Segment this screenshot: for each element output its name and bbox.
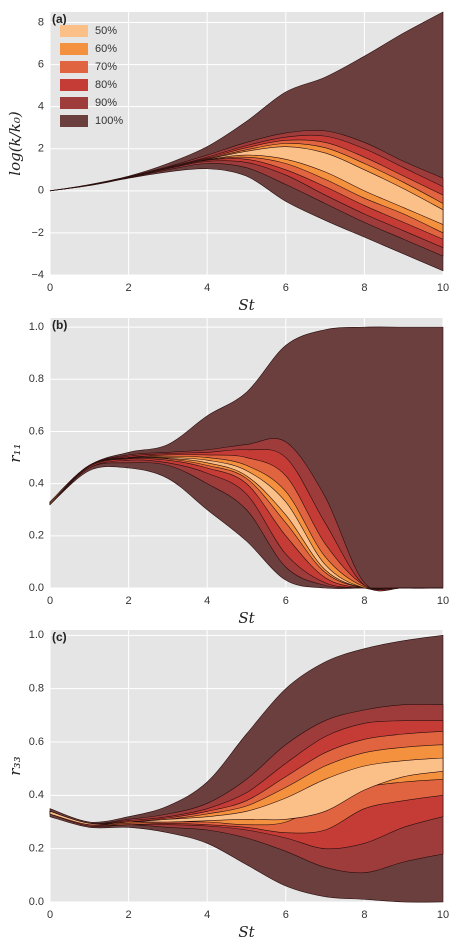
legend-label: 50%: [95, 25, 117, 37]
x-tick-label: 0: [47, 909, 53, 921]
x-tick-label: 8: [361, 909, 367, 921]
legend-label: 90%: [95, 97, 117, 109]
y-tick-label: 0.2: [29, 843, 44, 855]
y-tick-label: 0: [38, 185, 44, 197]
x-axis-label: St: [238, 296, 255, 314]
y-tick-label: −4: [31, 269, 44, 281]
x-tick-label: 6: [283, 595, 289, 607]
y-tick-label: 0.8: [29, 373, 44, 385]
x-tick-label: 8: [361, 595, 367, 607]
x-tick-label: 2: [126, 909, 132, 921]
y-tick-label: 0.8: [29, 683, 44, 695]
panel-label: (b): [52, 318, 67, 332]
x-tick-label: 6: [283, 282, 289, 294]
x-tick-label: 8: [361, 282, 367, 294]
legend-swatch: [60, 79, 88, 91]
legend-swatch: [60, 25, 88, 37]
panel-label: (a): [52, 12, 67, 26]
x-tick-label: 4: [204, 909, 210, 921]
x-tick-label: 10: [437, 909, 449, 921]
y-tick-label: 4: [38, 101, 44, 113]
x-axis-label: St: [238, 609, 255, 627]
y-tick-label: 6: [38, 59, 44, 71]
x-tick-label: 10: [437, 595, 449, 607]
y-axis-label: log(k/k₀): [6, 111, 24, 176]
legend-label: 70%: [95, 61, 117, 73]
panel-label: (c): [52, 630, 67, 644]
band: [49, 456, 444, 591]
y-tick-label: 0.6: [29, 736, 44, 748]
legend-swatch: [60, 115, 88, 127]
band: [49, 757, 444, 826]
y-tick-label: 0.2: [29, 530, 44, 542]
legend-swatch: [60, 97, 88, 109]
x-tick-label: 2: [126, 595, 132, 607]
x-tick-label: 6: [283, 909, 289, 921]
legend-label: 80%: [95, 79, 117, 91]
y-tick-label: 0.0: [29, 582, 44, 594]
x-tick-label: 10: [437, 282, 449, 294]
y-tick-label: 0.4: [29, 478, 44, 490]
y-tick-label: 2: [38, 143, 44, 155]
x-tick-label: 2: [126, 282, 132, 294]
x-tick-label: 0: [47, 282, 53, 294]
x-tick-label: 4: [204, 595, 210, 607]
x-axis-label: St: [238, 923, 255, 941]
y-tick-label: 1.0: [29, 629, 44, 641]
y-tick-label: 8: [38, 16, 44, 28]
y-tick-label: 0.4: [29, 789, 44, 801]
legend-label: 60%: [95, 43, 117, 55]
x-tick-label: 4: [204, 282, 210, 294]
y-tick-label: 1.0: [29, 321, 44, 333]
legend-swatch: [60, 43, 88, 55]
y-axis-label: r₃₃: [6, 756, 24, 775]
legend-label: 100%: [95, 115, 123, 127]
y-axis-label: r₁₁: [6, 443, 24, 462]
y-tick-label: −2: [31, 227, 44, 239]
x-tick-label: 0: [47, 595, 53, 607]
band: [49, 146, 444, 225]
legend-swatch: [60, 61, 88, 73]
band: [49, 731, 444, 834]
y-tick-label: 0.0: [29, 896, 44, 908]
y-tick-label: 0.6: [29, 425, 44, 437]
